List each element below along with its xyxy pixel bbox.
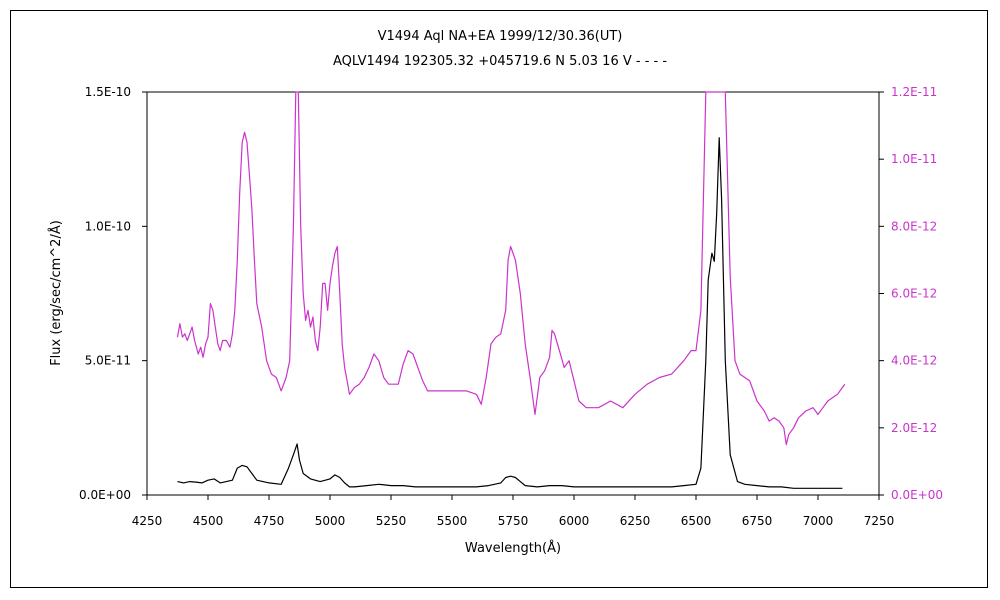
chart-frame <box>10 10 988 588</box>
x-axis-label: Wavelength(Å) <box>465 540 561 556</box>
chart-subtitle: AQLV1494 192305.32 +045719.6 N 5.03 16 V… <box>333 54 667 69</box>
series-group <box>176 91 846 489</box>
y-right-tick-label: 1.0E-11 <box>891 152 937 166</box>
y-right-tick-label: 6.0E-12 <box>891 287 937 301</box>
y-right-tick-label: 1.2E-11 <box>891 85 937 99</box>
y-right-tick-label: 8.0E-12 <box>891 219 937 233</box>
x-tick-label: 4750 <box>254 514 285 528</box>
y-left-tick-label: 1.0E-10 <box>85 219 131 233</box>
x-tick-label: 5250 <box>376 514 407 528</box>
y-left-tick-label: 0.0E+00 <box>79 488 131 502</box>
x-tick-label: 5000 <box>315 514 346 528</box>
y-right-tick-label: 0.0E+00 <box>891 488 943 502</box>
x-tick-label: 7000 <box>803 514 834 528</box>
y-axis-left: 0.0E+00 5.0E-11 1.0E-10 1.5E-10 <box>79 85 147 502</box>
y-left-tick-label: 5.0E-11 <box>85 354 131 368</box>
series-line-left-axis <box>177 137 843 489</box>
x-tick-label: 5500 <box>437 514 468 528</box>
y-left-tick-label: 1.5E-10 <box>85 85 131 99</box>
x-axis: 4250 4500 4750 5000 5250 5500 5750 6000 6250 6500… <box>132 495 895 528</box>
x-tick-label: 6250 <box>620 514 651 528</box>
y-right-tick-label: 2.0E-12 <box>891 421 937 435</box>
chart-title: V1494 Aql NA+EA 1999/12/30.36(UT) <box>378 29 623 44</box>
x-tick-label: 6750 <box>742 514 773 528</box>
y-axis-label: Flux (erg/sec/cm^2/Å) <box>48 220 64 366</box>
y-right-tick-label: 4.0E-12 <box>891 354 937 368</box>
x-tick-label: 6000 <box>559 514 590 528</box>
x-tick-label: 4500 <box>193 514 224 528</box>
y-axis-right: 0.0E+00 2.0E-12 4.0E-12 6.0E-12 8.0E-12 1.0E-… <box>879 85 943 502</box>
series-line-right-axis <box>176 91 846 446</box>
x-tick-label: 7250 <box>864 514 895 528</box>
x-tick-label: 4250 <box>132 514 163 528</box>
x-tick-label: 6500 <box>681 514 712 528</box>
x-tick-label: 5750 <box>498 514 529 528</box>
